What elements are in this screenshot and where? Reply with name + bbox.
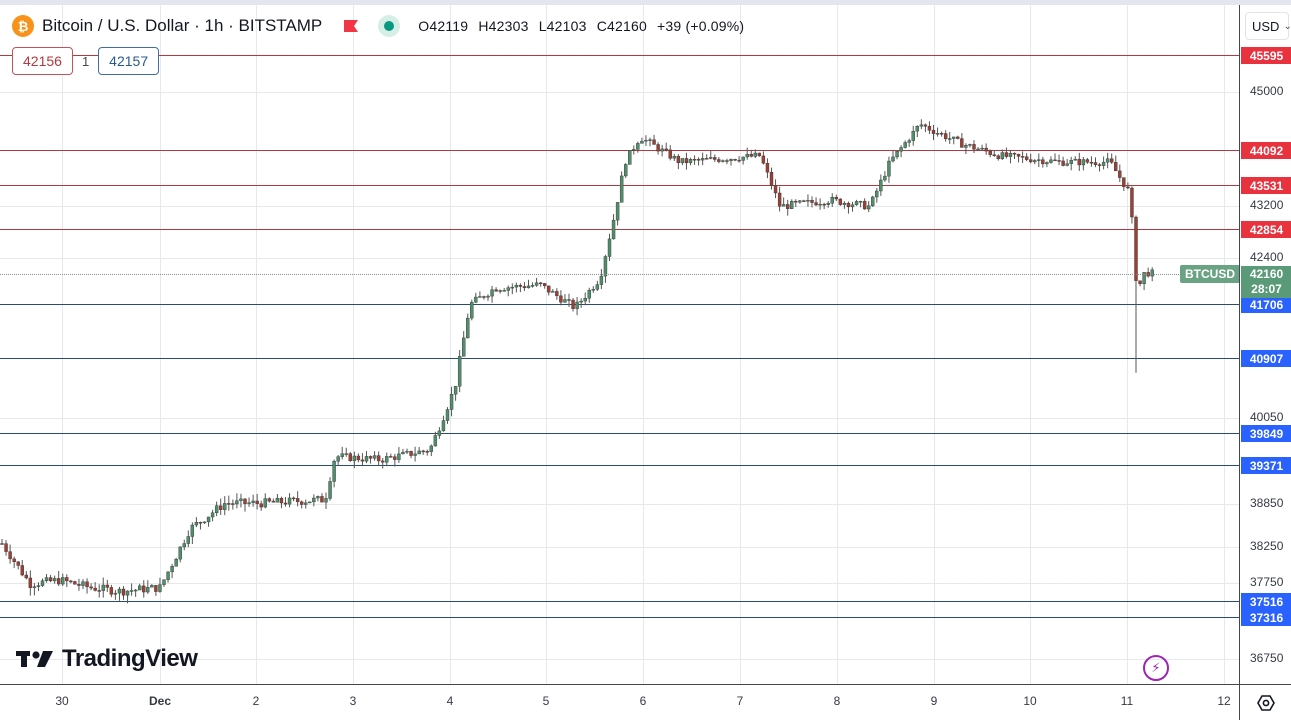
resistance-level-line[interactable] [0, 150, 1239, 151]
tradingview-logo[interactable]: TradingView [16, 645, 198, 673]
support-level-tag: 37316 [1241, 609, 1291, 626]
support-level-line[interactable] [0, 304, 1239, 305]
last-price-line [0, 274, 1239, 275]
grid-line-vertical [1030, 5, 1031, 684]
price-axis-label: 38250 [1250, 539, 1284, 553]
currency-selector[interactable]: USD ⌄ [1245, 12, 1291, 40]
symbol-price-label: BTCUSD [1180, 265, 1240, 283]
grid-line-vertical [1127, 5, 1128, 684]
support-level-line[interactable] [0, 601, 1239, 602]
resistance-level-tag: 44092 [1241, 142, 1291, 159]
time-axis-label: 5 [542, 694, 550, 708]
resistance-level-line[interactable] [0, 229, 1239, 230]
time-axis-label: 8 [833, 694, 841, 708]
grid-line-vertical [450, 5, 451, 684]
time-axis-label: 6 [639, 694, 647, 708]
ohlc-close: C42160 [596, 18, 647, 34]
resistance-level-line[interactable] [0, 55, 1239, 56]
ohlc-low: L42103 [538, 18, 587, 34]
resistance-level-line[interactable] [0, 185, 1239, 186]
time-axis-label: 10 [1023, 694, 1037, 708]
buy-button[interactable]: 42157 [98, 47, 160, 75]
grid-line-horizontal [0, 659, 1239, 660]
grid-line-horizontal [0, 583, 1239, 584]
time-axis-label: 12 [1217, 694, 1231, 708]
time-axis-label: 3 [349, 694, 357, 708]
spread-value: 1 [81, 53, 90, 69]
sell-button[interactable]: 42156 [12, 47, 73, 75]
grid-line-horizontal [0, 504, 1239, 505]
candlestick-series [0, 119, 1154, 604]
grid-line-horizontal [0, 547, 1239, 548]
chevron-down-icon: ⌄ [1283, 20, 1291, 32]
grid-line-vertical [160, 5, 161, 684]
chart-settings-button[interactable] [1239, 684, 1291, 720]
chart-header: ₿ Bitcoin / U.S. Dollar · 1h · BITSTAMP … [12, 14, 750, 38]
grid-line-vertical [546, 5, 547, 684]
time-axis-label: 30 [55, 694, 69, 708]
price-axis-label: 45000 [1250, 84, 1284, 98]
resistance-level-tag: 42854 [1241, 221, 1291, 238]
time-axis-label: 2 [252, 694, 260, 708]
grid-line-horizontal [0, 258, 1239, 259]
ohlc-high: H42303 [478, 18, 529, 34]
time-axis-label: 4 [446, 694, 454, 708]
current-price-tag: 42160 28:07 [1241, 266, 1291, 298]
logo-wordmark: TradingView [62, 645, 198, 672]
flag-icon[interactable] [344, 20, 359, 32]
resistance-level-tag: 43531 [1241, 177, 1291, 194]
time-axis-label: 9 [930, 694, 938, 708]
chart-plot-area[interactable] [0, 5, 1239, 684]
grid-line-vertical [1224, 5, 1225, 684]
time-axis-label: Dec [148, 694, 172, 708]
support-level-line[interactable] [0, 617, 1239, 618]
market-status-icon[interactable] [378, 15, 401, 37]
resistance-level-tag: 45595 [1241, 47, 1291, 64]
current-price-value: 42160 [1249, 267, 1284, 281]
chart-frame [0, 5, 1291, 720]
currency-value: USD [1252, 18, 1280, 34]
time-axis-label: 11 [1120, 694, 1134, 708]
bitcoin-icon[interactable]: ₿ [12, 15, 34, 37]
grid-line-vertical [62, 5, 63, 684]
settings-hexagon-icon [1256, 694, 1275, 711]
support-level-tag: 40907 [1241, 350, 1291, 367]
grid-line-vertical [740, 5, 741, 684]
ohlc-change: +39 (+0.09%) [657, 18, 745, 34]
grid-line-vertical [643, 5, 644, 684]
support-level-tag: 41706 [1241, 296, 1291, 313]
trade-boxes: 42156 1 42157 [12, 47, 160, 75]
lightning-icon[interactable]: ⚡ [1143, 655, 1169, 681]
support-level-tag: 37516 [1241, 593, 1291, 610]
grid-line-vertical [837, 5, 838, 684]
time-axis[interactable]: 30 Dec 2 3 4 5 6 7 8 9 10 11 12 [0, 684, 1239, 720]
support-level-tag: 39849 [1241, 425, 1291, 442]
price-axis-label: 43200 [1250, 198, 1284, 212]
support-level-tag: 39371 [1241, 457, 1291, 474]
time-axis-label: 7 [736, 694, 744, 708]
grid-line-horizontal [0, 92, 1239, 93]
price-axis-label: 42400 [1250, 250, 1284, 264]
grid-line-horizontal [0, 206, 1239, 207]
tradingview-logo-icon [16, 651, 53, 667]
symbol-title[interactable]: Bitcoin / U.S. Dollar · 1h · BITSTAMP [42, 16, 323, 35]
ohlc-values: O42119 H42303 L42103 C42160 +39 (+0.09%) [418, 18, 750, 34]
price-axis-label: 38850 [1250, 496, 1284, 510]
price-axis-label: 37750 [1250, 575, 1284, 589]
price-axis-label: 36750 [1250, 651, 1284, 665]
support-level-line[interactable] [0, 358, 1239, 359]
support-level-line[interactable] [0, 433, 1239, 434]
bar-countdown: 28:07 [1251, 282, 1282, 296]
grid-line-vertical [256, 5, 257, 684]
support-level-line[interactable] [0, 465, 1239, 466]
price-axis[interactable]: 45000 43200 42400 40050 38850 38250 37750 36750… [1239, 5, 1291, 684]
grid-line-vertical [353, 5, 354, 684]
window-top-strip [0, 0, 1291, 5]
ohlc-open: O42119 [418, 18, 469, 34]
price-axis-label: 40050 [1250, 410, 1284, 424]
grid-line-vertical [934, 5, 935, 684]
grid-line-horizontal [0, 418, 1239, 419]
